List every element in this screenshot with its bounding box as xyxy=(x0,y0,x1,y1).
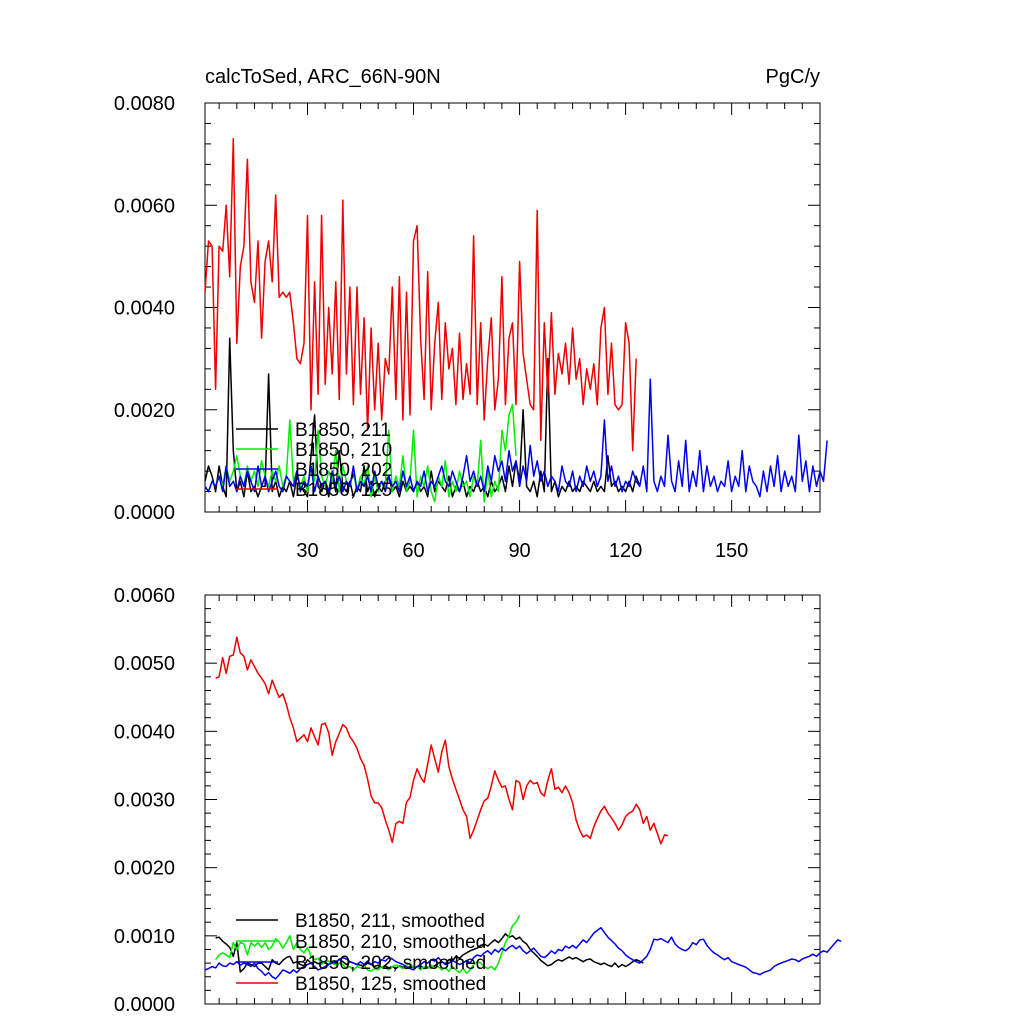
chart-title: calcToSed, ARC_66N-90N xyxy=(205,66,441,88)
y-tick-label: 0.0020 xyxy=(114,400,175,422)
y-tick-label: 0.0010 xyxy=(114,926,175,948)
y-tick-label: 0.0020 xyxy=(114,858,175,880)
series-line xyxy=(204,926,842,980)
y-tick-label: 0.0030 xyxy=(114,790,175,812)
legend-label: B1850, 211 xyxy=(295,420,391,441)
legend-label: B1850, 210, smoothed xyxy=(295,932,486,953)
x-tick-label: 60 xyxy=(402,540,424,562)
legend-label: B1850, 211, smoothed xyxy=(295,911,485,932)
series-line xyxy=(204,403,517,503)
y-tick-label: 0.0060 xyxy=(114,585,175,607)
legend-label: B1850, 202, smoothed xyxy=(295,953,486,974)
y-tick-label: 0.0050 xyxy=(114,653,175,675)
series-line xyxy=(204,378,828,498)
x-tick-label: 30 xyxy=(296,540,318,562)
y-tick-label: 0.0040 xyxy=(114,298,175,320)
bottom-panel: 0.0000 0.0010 0.0020 0.0030 0.0040 0.0050 0.00… xyxy=(114,585,842,1016)
x-tick-label: 90 xyxy=(508,540,530,562)
y-tick-label: 0.0000 xyxy=(114,994,175,1016)
y-tick-label: 0.0000 xyxy=(114,502,175,524)
legend-label: B1850, 210 xyxy=(295,440,392,461)
series-line xyxy=(214,915,521,975)
legend-label: B1850, 125 xyxy=(295,480,392,501)
x-tick-label: 120 xyxy=(609,540,642,562)
y-tick-label: 0.0080 xyxy=(114,93,175,115)
legend-label: B1850, 202 xyxy=(295,460,392,481)
y-tick-label: 0.0040 xyxy=(114,721,175,743)
top-panel: 0.0000 0.0020 0.0040 0.0060 0.0080 30 60 90 120 1… xyxy=(114,93,828,562)
y-tick-label: 0.0060 xyxy=(114,195,175,217)
legend-label: B1850, 125, smoothed xyxy=(295,974,486,995)
series-line xyxy=(215,636,669,845)
x-tick-label: 150 xyxy=(715,540,748,562)
chart-units: PgC/y xyxy=(766,66,820,88)
series-line xyxy=(204,138,637,452)
